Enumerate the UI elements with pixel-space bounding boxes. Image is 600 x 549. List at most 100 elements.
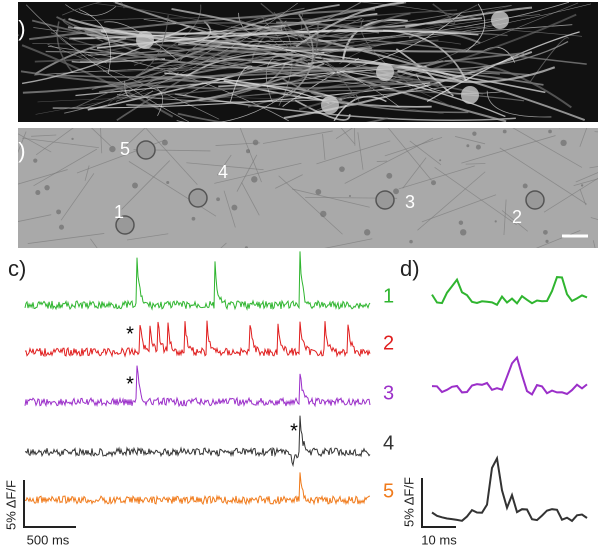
neurite — [486, 90, 552, 118]
debris — [33, 158, 38, 163]
neurite — [316, 140, 391, 165]
neurite — [84, 27, 106, 38]
soma — [461, 86, 479, 104]
neurite — [579, 188, 587, 206]
neuron-network — [20, 2, 592, 122]
neurite — [341, 18, 408, 61]
neurite — [295, 2, 404, 48]
soma — [375, 190, 395, 210]
neurite — [465, 3, 486, 52]
trace — [24, 415, 371, 468]
marker: * — [290, 420, 298, 442]
trace — [24, 365, 371, 408]
debris — [409, 239, 413, 244]
neurite — [91, 128, 111, 147]
neurite — [103, 67, 330, 73]
neurite — [56, 21, 74, 74]
neurite — [25, 4, 189, 122]
debris — [580, 184, 584, 187]
scale-bar — [23, 480, 76, 528]
debris — [56, 209, 62, 215]
scale-label: 10 ms — [421, 532, 457, 547]
neurite — [424, 40, 569, 70]
neurite — [354, 128, 356, 146]
debris — [458, 220, 464, 225]
marker: * — [126, 323, 134, 345]
trace — [431, 355, 588, 396]
neurite — [20, 70, 465, 90]
neurite — [176, 88, 295, 122]
debris — [231, 204, 238, 211]
debris — [522, 183, 528, 189]
neurite — [22, 137, 99, 149]
neurite — [33, 148, 98, 187]
marker: * — [126, 373, 134, 395]
neurite — [79, 9, 111, 74]
debris — [71, 137, 74, 141]
debris — [460, 229, 467, 236]
neurite — [503, 199, 507, 236]
neurite — [384, 137, 443, 157]
debris — [191, 216, 196, 221]
neurite — [499, 147, 588, 205]
debris — [431, 180, 437, 186]
neurite — [121, 160, 171, 210]
neurite — [126, 233, 169, 241]
debris — [560, 139, 567, 147]
cell-label: 3 — [405, 192, 415, 212]
neurite — [417, 171, 486, 231]
neurite — [432, 3, 456, 25]
neurite — [177, 112, 388, 122]
panel-label: b) — [6, 138, 26, 163]
debris — [320, 210, 327, 218]
trace-label: 4 — [383, 432, 394, 454]
brightfield-texture — [18, 128, 598, 248]
neurite — [205, 4, 340, 46]
debris — [494, 220, 497, 223]
soma — [376, 63, 394, 81]
neurite — [117, 85, 456, 103]
neurite — [461, 135, 556, 164]
neurite — [76, 28, 321, 108]
debris — [439, 159, 442, 162]
neurite — [239, 128, 262, 183]
neurite — [71, 58, 166, 64]
neurite — [106, 48, 269, 107]
debris — [466, 144, 470, 148]
neurite — [18, 169, 68, 185]
panel-label: d) — [400, 256, 420, 281]
neurite — [215, 142, 261, 146]
neurite — [18, 133, 52, 153]
neurite — [164, 72, 330, 104]
soma — [321, 96, 339, 114]
neurite — [176, 22, 508, 37]
debris — [475, 144, 481, 150]
neurite — [56, 28, 107, 64]
debris — [502, 129, 507, 134]
neurite — [32, 42, 355, 46]
neurite — [115, 2, 298, 102]
cell-label: 1 — [114, 202, 124, 222]
neurite — [35, 5, 511, 115]
trace-label: 5 — [383, 480, 394, 502]
neurite — [278, 175, 343, 235]
neurite — [239, 89, 525, 102]
scale-label: 5% ΔF/F — [401, 477, 416, 527]
neurite — [168, 17, 363, 72]
soma — [136, 140, 156, 160]
neurite — [275, 174, 303, 189]
debris — [109, 145, 116, 153]
neurite — [592, 240, 596, 248]
neurite — [421, 194, 497, 223]
neurite — [56, 16, 163, 61]
neurite — [512, 128, 583, 168]
neurite — [402, 157, 427, 189]
neurite — [315, 2, 579, 111]
debris — [472, 131, 477, 136]
debris — [244, 246, 248, 248]
debris — [161, 139, 168, 146]
neurite — [282, 78, 469, 114]
debris — [44, 184, 50, 191]
debris — [348, 194, 352, 198]
neurite — [357, 132, 364, 170]
